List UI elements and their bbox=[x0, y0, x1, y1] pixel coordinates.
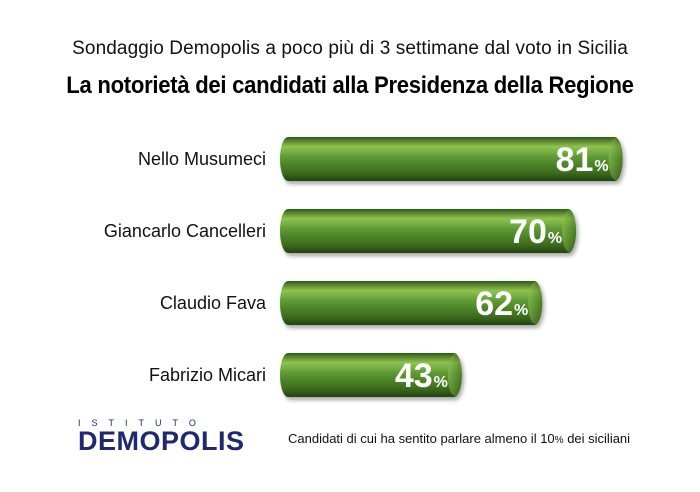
category-label: Claudio Fava bbox=[160, 293, 267, 313]
footnote: Candidati di cui ha sentito parlare alme… bbox=[288, 431, 630, 446]
logo-wordmark: DEMOPOLIS bbox=[78, 426, 245, 456]
bar bbox=[280, 281, 543, 325]
demopolis-logo: ISTITUTO DEMOPOLIS bbox=[78, 418, 268, 460]
chart-title: La notorietà dei candidati alla Presiden… bbox=[66, 72, 634, 99]
chart-subtitle: Sondaggio Demopolis a poco più di 3 sett… bbox=[72, 38, 628, 59]
bar bbox=[280, 209, 577, 253]
bar bbox=[280, 137, 623, 181]
footnote-text: Candidati di cui ha sentito parlare alme… bbox=[288, 431, 555, 446]
bar-end-cap bbox=[608, 138, 623, 180]
bar-end-cap bbox=[528, 282, 543, 324]
footnote-text-end: dei siciliani bbox=[563, 431, 631, 446]
category-label: Fabrizio Micari bbox=[149, 365, 266, 385]
value-label: 43% bbox=[395, 357, 448, 395]
logo-istituto: ISTITUTO bbox=[78, 418, 207, 428]
value-label: 81% bbox=[556, 141, 609, 179]
bar-end-cap bbox=[562, 210, 577, 252]
bar bbox=[280, 353, 462, 397]
value-label: 70% bbox=[509, 213, 562, 251]
bar-end-cap bbox=[447, 354, 462, 396]
footnote-percent: % bbox=[554, 435, 564, 446]
category-label: Giancarlo Cancelleri bbox=[104, 221, 266, 241]
value-label: 62% bbox=[475, 285, 528, 323]
category-label: Nello Musumeci bbox=[138, 149, 266, 169]
